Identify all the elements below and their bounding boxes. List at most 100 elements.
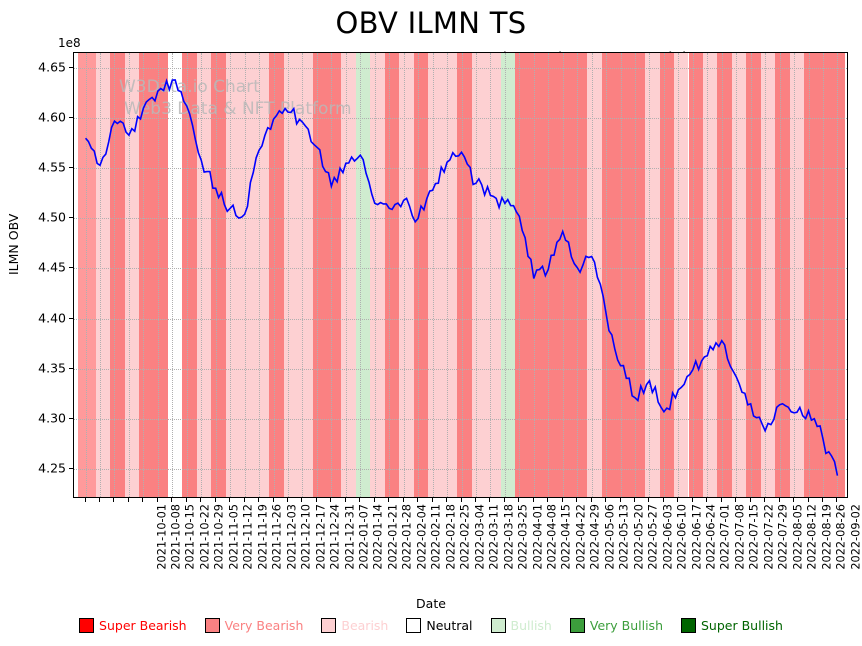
grid-line-vertical: [345, 53, 347, 497]
regime-band: [370, 53, 385, 497]
grid-line-vertical: [374, 53, 376, 497]
regime-band: [254, 53, 270, 497]
x-tick-label: 2021-10-08: [169, 504, 183, 570]
grid-line-vertical: [663, 53, 665, 497]
legend-label: Super Bullish: [701, 618, 783, 633]
x-tick-mark: [807, 498, 809, 502]
grid-line-vertical: [273, 53, 275, 497]
legend-item[interactable]: Super Bearish: [79, 618, 187, 633]
grid-line-vertical: [302, 53, 304, 497]
grid-line-vertical: [649, 53, 651, 497]
grid-line-vertical: [635, 53, 636, 497]
x-tick-label: 2022-02-04: [415, 504, 429, 570]
x-tick-mark: [691, 498, 693, 502]
legend-item[interactable]: Very Bearish: [204, 618, 303, 633]
grid-line-vertical: [562, 53, 564, 497]
x-tick-mark: [474, 498, 476, 502]
grid-line-horizontal: [74, 118, 847, 120]
legend-swatch: [204, 618, 220, 633]
x-tick-mark: [561, 498, 563, 502]
regime-band: [269, 53, 284, 497]
x-tick-mark: [634, 498, 635, 502]
grid-line-vertical: [461, 53, 463, 497]
grid-line-vertical: [389, 53, 391, 497]
legend-item[interactable]: Bullish: [490, 618, 552, 633]
x-tick-mark: [619, 498, 621, 502]
grid-line-horizontal: [74, 318, 847, 320]
x-tick-mark: [460, 498, 462, 502]
x-tick-mark: [503, 498, 505, 502]
x-tick-mark: [84, 498, 86, 502]
grid-line-vertical: [519, 53, 521, 497]
legend-item[interactable]: Neutral: [406, 618, 473, 633]
regime-band: [775, 53, 790, 497]
regime-band: [327, 53, 342, 497]
x-tick-label: 2021-10-22: [198, 504, 212, 570]
y-tick-label: 4.35: [38, 360, 66, 376]
regime-band: [413, 53, 429, 497]
x-tick-mark: [258, 498, 260, 502]
x-tick-mark: [836, 498, 838, 502]
regime-band: [543, 53, 559, 497]
regime-band: [182, 53, 197, 497]
x-tick-label: 2021-11-05: [227, 504, 241, 570]
regime-band: [674, 53, 689, 497]
y-axis-exponent: 1e8: [58, 36, 81, 50]
grid-line-horizontal: [74, 218, 847, 220]
grid-line-vertical: [230, 53, 232, 497]
x-tick-label: 2021-12-31: [343, 504, 357, 570]
y-tick-mark: [69, 467, 73, 469]
legend: Super Bearish Very Bearish Bearish Neutral B…: [0, 618, 862, 633]
x-tick-mark: [735, 498, 737, 502]
legend-item[interactable]: Very Bullish: [569, 618, 663, 633]
y-tick-label: 4.45: [38, 259, 66, 275]
legend-item[interactable]: Bearish: [321, 618, 388, 633]
x-tick-mark: [662, 498, 664, 502]
regime-band: [746, 53, 761, 497]
x-tick-label: 2022-05-06: [603, 504, 617, 570]
regime-band: [789, 53, 805, 497]
x-tick-mark: [749, 498, 751, 502]
grid-line-vertical: [172, 53, 174, 497]
regime-band: [225, 53, 241, 497]
grid-line-vertical: [591, 53, 593, 497]
y-tick-mark: [69, 367, 73, 369]
regime-band: [124, 53, 140, 497]
x-tick-label: 2022-09-02: [849, 504, 862, 570]
page-title: OBV ILMN TS: [335, 6, 527, 40]
grid-line-vertical: [808, 53, 810, 497]
legend-label: Neutral: [426, 618, 473, 633]
x-tick-mark: [156, 498, 158, 502]
grid-line-vertical: [157, 53, 159, 497]
grid-line-vertical: [779, 53, 781, 497]
legend-swatch: [490, 618, 506, 633]
x-tick-label: 2021-12-03: [285, 504, 299, 570]
x-tick-label: 2022-02-18: [444, 504, 458, 570]
x-tick-mark: [489, 498, 491, 502]
grid-line-vertical: [620, 53, 622, 497]
legend-swatch: [79, 618, 95, 633]
y-tick-mark: [69, 317, 73, 319]
x-tick-label: 2022-03-11: [487, 504, 501, 570]
grid-line-vertical: [201, 53, 203, 497]
regime-band: [717, 53, 732, 497]
x-tick-mark: [402, 498, 404, 502]
regime-band: [529, 53, 544, 497]
legend-item[interactable]: Super Bullish: [681, 618, 783, 633]
y-tick-label: 4.40: [38, 310, 66, 326]
x-tick-label: 2022-02-25: [458, 504, 472, 570]
x-tick-mark: [286, 498, 288, 502]
x-tick-mark: [706, 498, 708, 502]
grid-line-horizontal: [74, 268, 847, 270]
y-tick-label: 4.25: [38, 460, 66, 476]
regime-band: [471, 53, 487, 497]
x-tick-label: 2022-07-29: [776, 504, 790, 570]
y-tick-label: 4.60: [38, 109, 66, 125]
regime-band: [804, 53, 819, 497]
grid-line-vertical: [85, 53, 87, 497]
grid-line-vertical: [837, 53, 839, 497]
x-tick-label: 2022-05-13: [617, 504, 631, 570]
regime-band: [659, 53, 675, 497]
x-tick-label: 2022-08-26: [834, 504, 848, 570]
x-tick-label: 2022-06-24: [704, 504, 718, 570]
